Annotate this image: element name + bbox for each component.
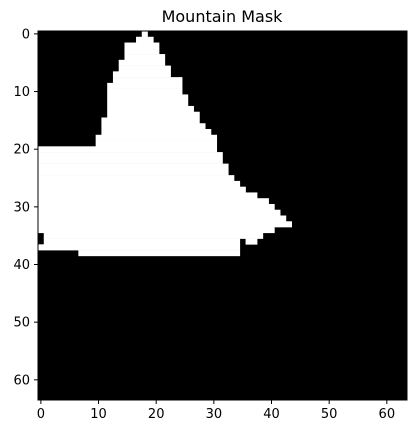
mask-run	[38, 210, 280, 216]
x-tick-label: 40	[263, 407, 280, 422]
y-tick-label: 40	[13, 258, 30, 273]
mask-run	[113, 77, 182, 83]
y-tick-label: 10	[13, 85, 30, 100]
mask-run	[107, 83, 182, 89]
mask-run	[38, 204, 275, 210]
mask-run	[38, 175, 234, 181]
mask-run	[119, 60, 165, 66]
mask-run	[38, 192, 257, 198]
mask-run	[124, 43, 159, 49]
x-tick-label: 0	[37, 407, 45, 422]
chart-title: Mountain Mask	[162, 7, 284, 26]
x-tick-label: 50	[321, 407, 338, 422]
x-tick-label: 60	[379, 407, 396, 422]
mask-run	[107, 112, 200, 118]
x-tick-label: 20	[148, 407, 165, 422]
y-tick-label: 30	[13, 200, 30, 215]
mask-run	[107, 100, 188, 106]
mask-run	[101, 123, 205, 129]
x-tick-label: 30	[206, 407, 223, 422]
y-axis: 0 10 20 30 40 50 60	[13, 27, 38, 388]
x-axis: 0 10 20 30 40 50 60	[37, 400, 395, 422]
mask-run	[107, 94, 188, 100]
mask-run	[119, 66, 171, 72]
mask-run	[136, 37, 154, 43]
mask-run	[113, 71, 171, 77]
mask-run	[38, 152, 223, 158]
y-tick-label: 20	[13, 143, 30, 158]
mask-run	[101, 117, 199, 123]
mask-run	[124, 48, 159, 54]
y-tick-label: 0	[22, 27, 30, 42]
mask-run	[107, 106, 194, 112]
mask-run	[44, 233, 263, 239]
mask-run	[96, 135, 217, 141]
mask-run	[107, 89, 182, 95]
mask-run	[44, 239, 240, 245]
mask-run	[38, 244, 240, 250]
mask-run	[78, 250, 240, 256]
mask-run	[38, 221, 292, 227]
mask-run	[101, 129, 211, 135]
mask-run	[38, 227, 275, 233]
mask-run	[38, 181, 240, 187]
y-tick-label: 60	[13, 373, 30, 388]
mask-run	[38, 146, 217, 152]
mask-run	[38, 169, 229, 175]
y-tick-label: 50	[13, 316, 30, 331]
mask-run	[142, 31, 148, 37]
mask-run	[124, 54, 165, 60]
mask-run	[246, 239, 258, 245]
x-tick-label: 10	[90, 407, 107, 422]
mask-run	[38, 164, 229, 170]
mask-run	[96, 141, 217, 147]
mask-run	[38, 198, 269, 204]
mask-run	[38, 216, 286, 222]
mask-run	[38, 158, 223, 164]
mask-run	[38, 187, 246, 193]
